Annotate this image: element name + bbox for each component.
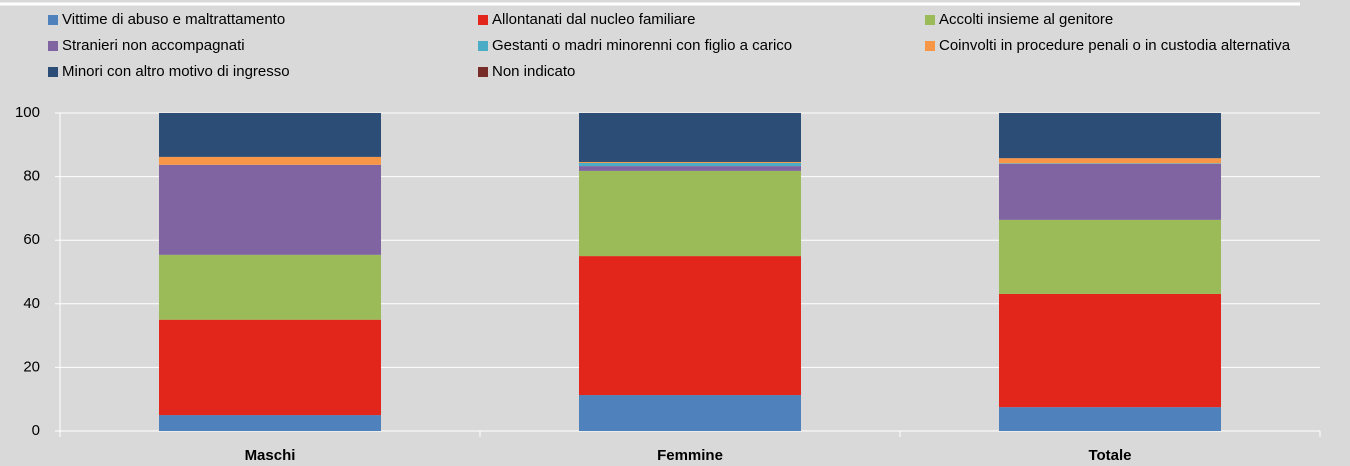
legend-swatch [478,41,488,51]
x-tick-label: Maschi [245,447,296,464]
legend-label: Vittime di abuso e maltrattamento [62,11,285,28]
bar-segment [579,395,801,431]
y-tick-label: 100 [15,104,40,121]
bar-segment [159,319,381,416]
legend-label: Accolti insieme al genitore [939,11,1113,28]
legend-swatch [48,15,58,25]
legend-label: Gestanti o madri minorenni con figlio a … [492,37,792,54]
legend-swatch [48,67,58,77]
y-tick-label: 40 [23,295,40,312]
legend-swatch [48,41,58,51]
bar-segment [999,158,1221,164]
bar-segment [159,164,381,255]
legend-label: Minori con altro motivo di ingresso [62,63,290,80]
y-tick-label: 20 [23,358,40,375]
bar-segment [579,162,801,167]
y-tick-label: 0 [32,422,40,439]
bar-segment [579,166,801,171]
bar-segment [999,163,1221,220]
bar-segment [579,161,801,163]
bar-segment [159,156,381,165]
x-tick-label: Femmine [657,447,723,464]
legend-label: Stranieri non accompagnati [62,37,245,54]
legend-swatch [925,15,935,25]
bar-segment [159,254,381,320]
legend-swatch [478,67,488,77]
y-tick-label: 80 [23,168,40,185]
bar-segment [999,407,1221,431]
bar-segment [999,293,1221,408]
legend-label: Coinvolti in procedure penali o in custo… [939,37,1291,54]
legend-swatch [925,41,935,51]
x-tick-label: Totale [1088,447,1131,464]
bar-segment [579,256,801,396]
bar-segment [579,170,801,257]
bar-segment [999,219,1221,294]
legend-label: Non indicato [492,63,575,80]
legend-label: Allontanati dal nucleo familiare [492,11,695,28]
bar-segment [999,163,1221,164]
bar-segment [159,113,381,157]
bar-segment [159,415,381,431]
legend-swatch [478,15,488,25]
bar-segment [579,113,801,162]
y-tick-label: 60 [23,231,40,248]
bar-segment [999,113,1221,159]
